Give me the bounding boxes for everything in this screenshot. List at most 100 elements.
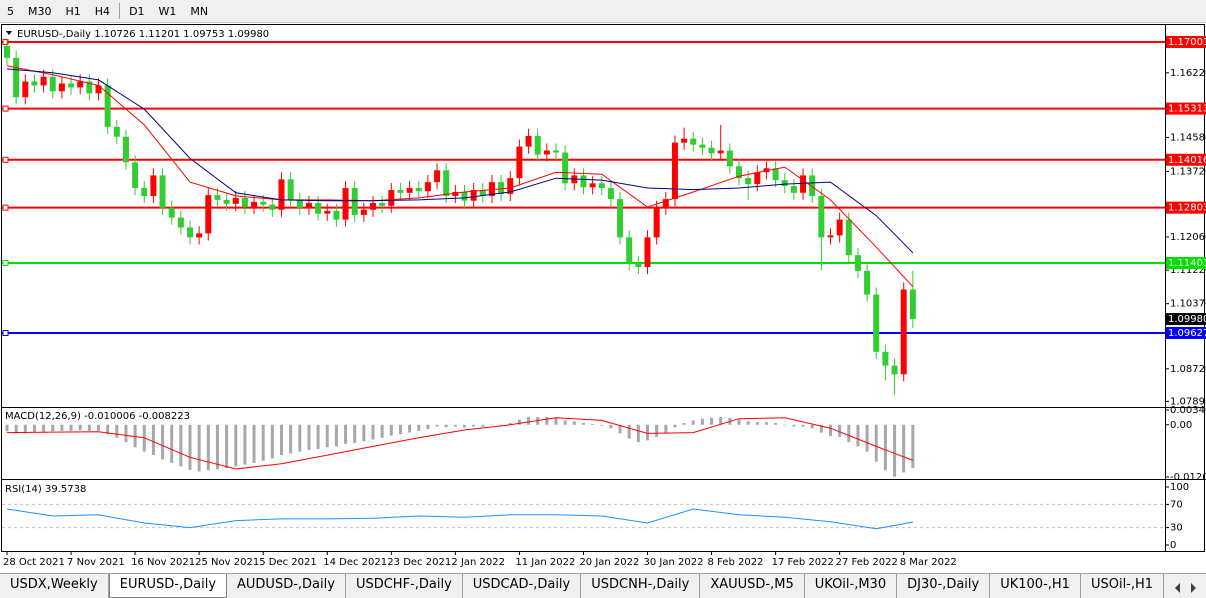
y-tick-label: 1.11220: [1170, 265, 1206, 276]
timeframe-button[interactable]: W1: [158, 4, 177, 18]
candle-body: [379, 203, 386, 206]
candle-body: [589, 183, 596, 188]
scroll-arrow[interactable]: [1172, 578, 1182, 596]
x-tick-label: 28 Oct 2021: [3, 557, 65, 568]
candle-body: [726, 150, 733, 167]
candle-body: [800, 175, 807, 193]
timeframe-button[interactable]: 5: [7, 4, 14, 18]
indicator-line: [6, 68, 914, 254]
histogram-bar: [97, 424, 100, 431]
level-label-box: [1166, 326, 1206, 339]
histogram-bar: [115, 424, 119, 438]
level-label: 1.17001: [1168, 37, 1206, 48]
last-price-box: [1166, 313, 1206, 326]
timeframe-button[interactable]: M30: [28, 4, 52, 18]
level-label-box: [1166, 256, 1206, 269]
level-marker: [2, 204, 9, 211]
x-tick-label: 16 Nov 2021: [131, 557, 195, 568]
candle-body: [891, 365, 898, 375]
histogram-bar: [316, 424, 320, 450]
chart-tab[interactable]: USDCAD-,Daily: [463, 574, 582, 598]
candle-body: [260, 201, 267, 205]
chart-tabs: USDX,Weekly EURUSD-,Daily AUDUSD-,Daily USD…: [0, 573, 1206, 598]
histogram-bar: [215, 424, 219, 470]
candle-body: [525, 135, 532, 147]
indicator-line: [6, 508, 913, 530]
level-label-box: [1166, 102, 1206, 115]
chart-tab[interactable]: AUDUSD-,Daily: [227, 574, 346, 598]
histogram-bar: [133, 424, 137, 448]
histogram-bar: [270, 424, 274, 459]
chart-tab[interactable]: UK100-,H1: [990, 574, 1081, 598]
candle-body: [269, 204, 276, 210]
candle-body: [370, 203, 376, 210]
timeframe-button[interactable]: H4: [94, 4, 111, 18]
x-tick-label: 2 Jan 2022: [451, 557, 505, 568]
chart-tab[interactable]: USDX,Weekly: [0, 574, 109, 598]
y-tick-label: 1.07895: [1170, 396, 1206, 407]
histogram-bar: [774, 423, 778, 425]
histogram-bar: [893, 424, 897, 477]
candle-body: [617, 199, 624, 238]
candle-body: [653, 207, 660, 238]
candle-body: [754, 172, 761, 185]
y-tick-label: 1.10370: [1170, 299, 1206, 310]
chart-tab[interactable]: USOil-,H1: [1081, 574, 1165, 598]
candle-body: [781, 180, 788, 187]
separator: [119, 3, 121, 19]
level-label: 1.11401: [1168, 258, 1206, 269]
histogram-bar: [609, 424, 613, 429]
histogram-bar: [69, 424, 73, 431]
candle-body: [214, 195, 221, 200]
arrow-icon: [1191, 583, 1196, 593]
candle-body: [406, 188, 413, 193]
candle-body: [772, 168, 779, 181]
timeframe-button[interactable]: H1: [65, 4, 81, 18]
chart-tab[interactable]: UKOil-,M30: [805, 574, 898, 598]
scroll-arrow[interactable]: [1188, 578, 1198, 596]
histogram-bar: [87, 424, 91, 431]
candle-body: [40, 76, 47, 86]
histogram-bar: [197, 424, 201, 472]
candle-body: [507, 178, 514, 194]
candle-body: [22, 81, 29, 98]
chart-tab[interactable]: USDCHF-,Daily: [346, 574, 463, 598]
histogram-bar: [490, 424, 494, 426]
chart-tab[interactable]: XAUUSD-,M5: [700, 574, 805, 598]
histogram-bar: [581, 423, 585, 425]
histogram-bar: [243, 424, 247, 465]
candle-body: [397, 190, 404, 193]
indicator-line: [6, 65, 914, 288]
histogram-bar: [78, 424, 82, 431]
histogram-bar: [499, 424, 503, 426]
histogram-bar: [554, 417, 558, 425]
timeframe-button[interactable]: MN: [190, 4, 209, 18]
chart-tab[interactable]: DJ30-,Daily: [897, 574, 991, 598]
histogram-bar: [636, 424, 640, 443]
candle-body: [296, 199, 303, 208]
histogram-bar: [563, 420, 567, 425]
histogram-bar: [151, 424, 155, 456]
chart-tab[interactable]: EURUSD-,Daily: [108, 574, 228, 598]
histogram-bar: [517, 419, 521, 425]
histogram-bar: [700, 418, 704, 425]
chart-tab[interactable]: USDCNH-,Daily: [581, 574, 701, 598]
candle-body: [818, 195, 825, 238]
histogram-bar: [883, 424, 887, 471]
candle-body: [342, 188, 349, 220]
last-price-label: 1.09980: [1168, 314, 1206, 325]
candle-body: [77, 81, 84, 88]
collapse-triangle[interactable]: [6, 31, 12, 35]
candle-body: [635, 263, 642, 267]
timeframe-button[interactable]: D1: [129, 4, 145, 18]
candle-body: [168, 207, 175, 218]
chart-title: EURUSD-,Daily 1.10726 1.11201 1.09753 1.…: [17, 29, 269, 40]
histogram-bar: [23, 424, 27, 434]
candle-body: [113, 126, 120, 137]
histogram-bar: [60, 424, 64, 431]
histogram-bar: [280, 424, 283, 456]
plot-layer: 1.16220 1.14580 1.13720 1.12060 1.11220 1.103…: [2, 35, 1206, 568]
y-tick-label: 1.16220: [1170, 68, 1206, 79]
candle-body: [232, 197, 239, 204]
